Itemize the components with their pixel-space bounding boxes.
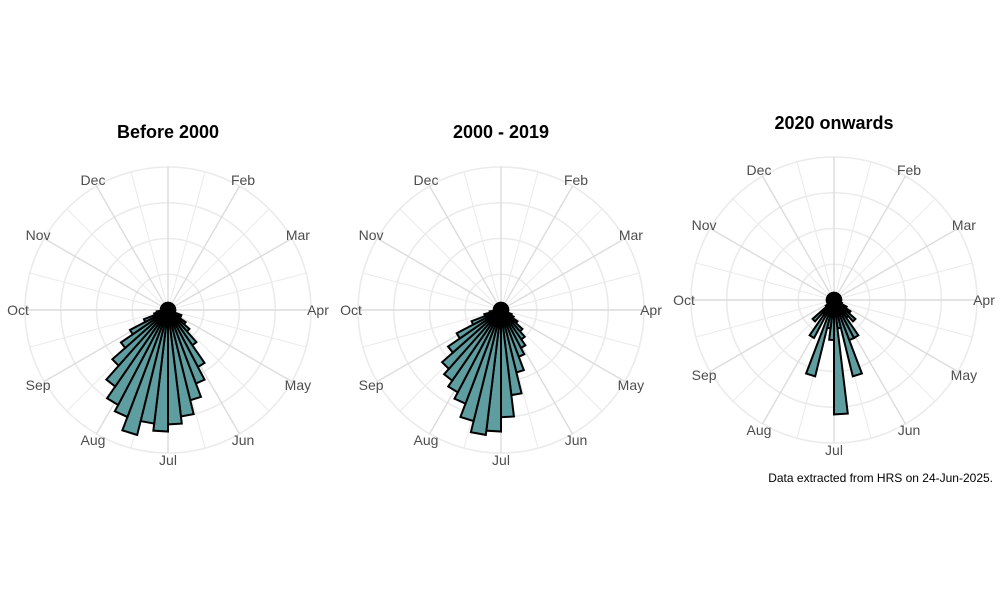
grid-spoke	[29, 309, 169, 348]
rose-chart-2000-2019: 2000 - 2019 Dec Feb Mar Apr May Jun Jul Aug Sep Oc…	[340, 122, 662, 468]
month-label-mar: Mar	[619, 227, 643, 243]
grid-spoke	[376, 237, 502, 311]
month-label-jun: Jun	[565, 432, 588, 448]
grid-spoke	[833, 299, 973, 338]
grid-spoke	[362, 309, 502, 348]
month-label-may: May	[285, 377, 311, 393]
grid-spoke	[167, 185, 241, 311]
month-label-aug: Aug	[747, 422, 772, 438]
month-label-apr: Apr	[973, 292, 995, 308]
month-label-jun: Jun	[898, 422, 921, 438]
month-labels: Dec Feb Mar Apr May Jun Jul Aug Sep Oct Nov	[340, 172, 662, 468]
chart-centre-hub	[162, 304, 174, 316]
grid-spoke	[500, 185, 574, 311]
month-label-sep: Sep	[692, 367, 717, 383]
grid-spoke	[428, 185, 502, 311]
grid-spoke	[500, 171, 539, 311]
month-label-jul: Jul	[825, 442, 843, 458]
grid-spoke	[66, 208, 169, 311]
month-label-feb: Feb	[231, 172, 255, 188]
rose-chart-before-2000: Before 2000 Dec Feb Mar Apr May Jun Jul Aug Sep Oc…	[7, 122, 329, 468]
grid-spoke	[709, 227, 835, 301]
month-label-sep: Sep	[26, 377, 51, 393]
chart-centre-hub	[495, 304, 507, 316]
grid-spoke	[833, 198, 936, 301]
bar-week-24	[833, 299, 864, 378]
grid-spoke	[761, 175, 835, 301]
grid-spoke	[399, 208, 502, 311]
grid-spoke	[796, 161, 835, 301]
month-label-feb: Feb	[564, 172, 588, 188]
grid-spoke	[709, 299, 835, 373]
month-label-sep: Sep	[359, 377, 384, 393]
grid-spoke	[130, 171, 169, 311]
month-label-oct: Oct	[340, 302, 362, 318]
grid-spoke	[500, 237, 626, 311]
chart-title: 2020 onwards	[774, 113, 893, 133]
month-label-nov: Nov	[359, 227, 384, 243]
month-labels: Dec Feb Mar Apr May Jun Jul Aug Sep Oct Nov	[673, 162, 995, 458]
month-label-mar: Mar	[952, 217, 976, 233]
month-label-feb: Feb	[897, 162, 921, 178]
grid-spoke	[500, 309, 640, 348]
grid-spoke	[362, 272, 502, 311]
month-label-nov: Nov	[692, 217, 717, 233]
grid-spoke	[167, 171, 206, 311]
grid-spoke	[167, 272, 307, 311]
month-label-aug: Aug	[81, 432, 106, 448]
grid-spoke	[833, 175, 907, 301]
chart-title: Before 2000	[117, 122, 219, 142]
grid-spoke	[167, 309, 307, 348]
month-label-jul: Jul	[159, 452, 177, 468]
month-label-aug: Aug	[414, 432, 439, 448]
grid-spoke	[500, 208, 603, 311]
bar-week-26	[833, 299, 849, 416]
month-label-dec: Dec	[747, 162, 772, 178]
grid-spoke	[167, 309, 293, 383]
bars	[104, 301, 206, 437]
bars	[440, 301, 527, 437]
month-label-oct: Oct	[7, 302, 29, 318]
grid-spoke	[167, 237, 293, 311]
grid-spoke	[29, 272, 169, 311]
data-source-caption: Data extracted from HRS on 24-Jun-2025.	[768, 471, 993, 485]
grid-spoke	[833, 227, 959, 301]
rose-chart-2020-onwards: 2020 onwards Dec Feb Mar Apr May Jun Jul Aug Sep O…	[673, 113, 995, 458]
grid-spoke	[463, 171, 502, 311]
grid-spoke	[95, 185, 169, 311]
month-label-oct: Oct	[673, 292, 695, 308]
chart-title: 2000 - 2019	[453, 122, 549, 142]
month-label-jun: Jun	[232, 432, 255, 448]
grid-spoke	[695, 299, 835, 338]
month-label-apr: Apr	[307, 302, 329, 318]
month-label-nov: Nov	[26, 227, 51, 243]
month-label-apr: Apr	[640, 302, 662, 318]
chart-centre-hub	[828, 294, 840, 306]
grid-spoke	[167, 208, 270, 311]
grid-spoke	[500, 309, 626, 383]
grid-spoke	[833, 299, 959, 373]
grid-spoke	[833, 262, 973, 301]
month-label-dec: Dec	[81, 172, 106, 188]
month-label-jul: Jul	[492, 452, 510, 468]
month-label-may: May	[618, 377, 644, 393]
month-label-mar: Mar	[286, 227, 310, 243]
bar-week-29	[804, 299, 835, 378]
bars	[804, 291, 864, 416]
month-label-may: May	[951, 367, 977, 383]
grid-spoke	[695, 262, 835, 301]
month-labels: Dec Feb Mar Apr May Jun Jul Aug Sep Oct Nov	[7, 172, 329, 468]
month-label-dec: Dec	[414, 172, 439, 188]
grid-spoke	[732, 198, 835, 301]
grid-spoke	[500, 272, 640, 311]
grid-spoke	[833, 161, 872, 301]
grid-spoke	[43, 237, 169, 311]
